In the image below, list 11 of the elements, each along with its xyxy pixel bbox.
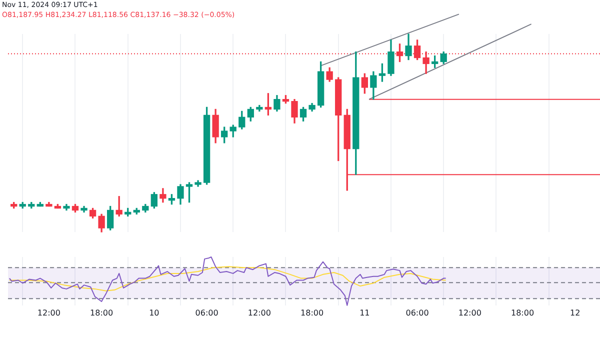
x-tick-label: 12:00	[458, 308, 482, 318]
x-tick-label: 12	[570, 308, 580, 318]
x-tick-label: 11	[360, 308, 370, 318]
x-tick-label: 18:00	[510, 308, 534, 318]
x-tick-label: 06:00	[195, 308, 218, 318]
x-tick-label: 18:00	[90, 308, 114, 318]
x-tick-label: 10	[149, 308, 160, 318]
x-tick-label: 12:00	[248, 308, 271, 318]
x-tick-label: 18:00	[300, 308, 324, 318]
x-tick-label: 06:00	[406, 308, 429, 318]
x-tick-label: 12:00	[37, 308, 60, 318]
